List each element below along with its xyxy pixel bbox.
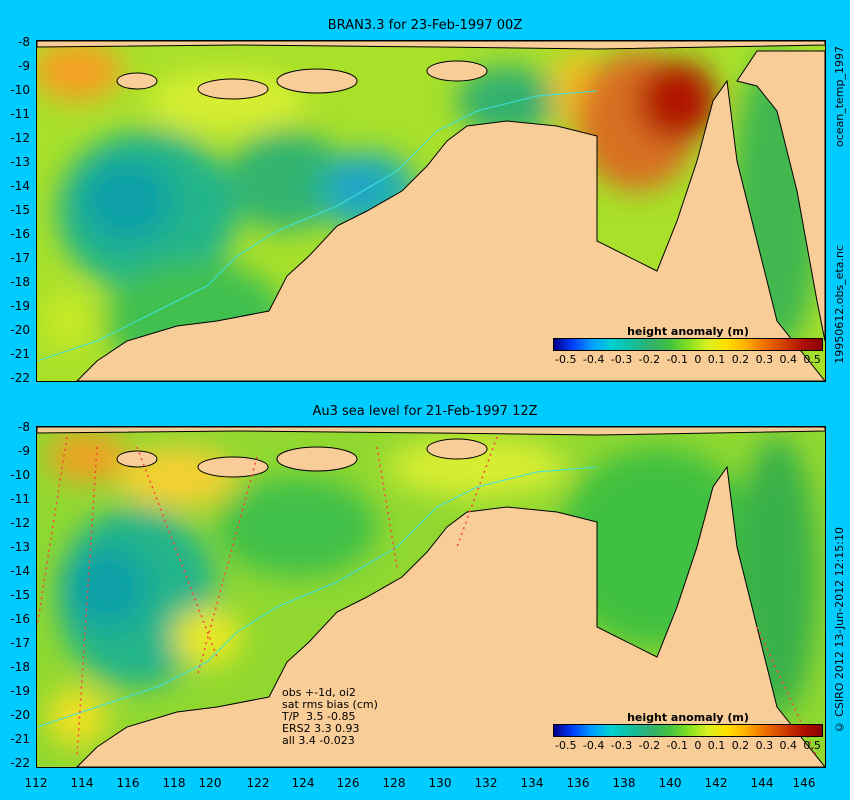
top-y-tick-label: -16 bbox=[10, 227, 30, 241]
bottom-map-panel bbox=[36, 426, 826, 768]
bottom-map-title: Au3 sea level for 21-Feb-1997 12Z bbox=[312, 404, 538, 419]
bottom-y-tick-label: -18 bbox=[10, 660, 30, 674]
legend-tick: -0.5 bbox=[555, 353, 577, 366]
top-colorbar-legend: height anomaly (m) -0.5 -0.4 -0.3 -0.2 -… bbox=[553, 325, 823, 366]
legend-tick: -0.2 bbox=[638, 353, 661, 366]
bottom-y-tick-label: -12 bbox=[10, 516, 30, 530]
legend-tick: 0 bbox=[694, 353, 702, 366]
bottom-colorbar-ticks: -0.5 -0.4 -0.3 -0.2 -0.1 0 0.1 0.2 0.3 0… bbox=[553, 739, 823, 752]
bottom-y-tick-label: -8 bbox=[18, 420, 30, 434]
legend-tick: -0.3 bbox=[610, 739, 633, 752]
bottom-y-tick-label: -16 bbox=[10, 612, 30, 626]
x-tick-label: 122 bbox=[246, 776, 270, 790]
observation-stats-note: obs +-1d, oi2 sat rms bias (cm) T/P 3.5 … bbox=[282, 686, 378, 747]
top-map-panel bbox=[36, 40, 826, 382]
top-y-tick-label: -15 bbox=[10, 203, 30, 217]
bottom-bathymetry-contour bbox=[37, 466, 598, 728]
top-y-tick-label: -10 bbox=[10, 83, 30, 97]
x-tick-label: 124 bbox=[291, 776, 315, 790]
legend-tick: -0.4 bbox=[582, 739, 605, 752]
top-side-label-file: 19950612.obs_eta.nc bbox=[833, 245, 846, 364]
legend-tick: 0.5 bbox=[803, 739, 821, 752]
top-y-tick-label: -17 bbox=[10, 251, 30, 265]
x-tick-label: 136 bbox=[566, 776, 590, 790]
top-colorbar-ticks: -0.5 -0.4 -0.3 -0.2 -0.1 0 0.1 0.2 0.3 0… bbox=[553, 353, 823, 366]
x-tick-label: 128 bbox=[382, 776, 406, 790]
bottom-sea-level-map bbox=[37, 427, 825, 767]
x-tick-label: 116 bbox=[116, 776, 140, 790]
bottom-y-tick-label: -20 bbox=[10, 708, 30, 722]
x-tick-label: 126 bbox=[336, 776, 360, 790]
x-tick-label: 132 bbox=[474, 776, 498, 790]
legend-tick: 0.4 bbox=[779, 739, 798, 752]
legend-tick: 0.2 bbox=[731, 739, 750, 752]
bottom-y-tick-label: -10 bbox=[10, 468, 30, 482]
bottom-colorbar bbox=[553, 724, 823, 737]
top-colorbar bbox=[553, 338, 823, 351]
legend-tick: 0.3 bbox=[755, 739, 774, 752]
bottom-y-tick-label: -22 bbox=[10, 756, 30, 770]
x-tick-label: 138 bbox=[612, 776, 636, 790]
x-tick-label: 142 bbox=[704, 776, 728, 790]
bottom-y-tick-label: -15 bbox=[10, 588, 30, 602]
top-y-tick-label: -18 bbox=[10, 275, 30, 289]
bottom-legend-title: height anomaly (m) bbox=[627, 711, 749, 724]
legend-tick: -0.1 bbox=[666, 353, 688, 366]
bottom-land-masses bbox=[37, 427, 825, 767]
bottom-y-tick-label: -19 bbox=[10, 684, 30, 698]
x-tick-label: 140 bbox=[658, 776, 682, 790]
legend-tick: 0.4 bbox=[779, 353, 798, 366]
top-y-tick-label: -21 bbox=[10, 347, 30, 361]
bottom-y-tick-label: -11 bbox=[10, 492, 30, 506]
top-y-tick-label: -9 bbox=[18, 59, 30, 73]
x-tick-label: 146 bbox=[792, 776, 816, 790]
x-tick-label: 118 bbox=[162, 776, 186, 790]
bottom-y-tick-label: -14 bbox=[10, 564, 30, 578]
legend-tick: 0 bbox=[694, 739, 702, 752]
bottom-y-tick-label: -9 bbox=[18, 444, 30, 458]
top-y-tick-label: -20 bbox=[10, 323, 30, 337]
bottom-y-tick-label: -17 bbox=[10, 636, 30, 650]
top-y-tick-label: -13 bbox=[10, 155, 30, 169]
x-tick-label: 112 bbox=[24, 776, 48, 790]
x-tick-label: 120 bbox=[198, 776, 222, 790]
legend-tick: 0.2 bbox=[731, 353, 750, 366]
top-side-label-run: ocean_temp_1997 bbox=[833, 46, 846, 148]
top-y-tick-label: -8 bbox=[18, 35, 30, 49]
legend-tick: -0.5 bbox=[555, 739, 577, 752]
top-y-tick-label: -19 bbox=[10, 299, 30, 313]
bottom-colorbar-legend: height anomaly (m) -0.5 -0.4 -0.3 -0.2 -… bbox=[553, 711, 823, 752]
x-tick-label: 144 bbox=[750, 776, 774, 790]
top-y-tick-label: -11 bbox=[10, 107, 30, 121]
top-y-tick-label: -14 bbox=[10, 179, 30, 193]
legend-tick: -0.2 bbox=[638, 739, 661, 752]
top-land-masses bbox=[37, 41, 825, 381]
legend-tick: -0.4 bbox=[582, 353, 605, 366]
top-y-tick-label: -22 bbox=[10, 371, 30, 385]
bottom-side-label-copyright: © CSIRO 2012 13-Jun-2012 12:15:10 bbox=[833, 527, 846, 734]
legend-tick: 0.1 bbox=[707, 739, 726, 752]
legend-tick: 0.5 bbox=[803, 353, 821, 366]
top-map-title: BRAN3.3 for 23-Feb-1997 00Z bbox=[327, 18, 523, 33]
top-legend-title: height anomaly (m) bbox=[627, 325, 749, 338]
legend-tick: 0.3 bbox=[755, 353, 774, 366]
legend-tick: -0.1 bbox=[666, 739, 688, 752]
bottom-y-tick-label: -13 bbox=[10, 540, 30, 554]
x-tick-label: 130 bbox=[428, 776, 452, 790]
satellite-tracks bbox=[37, 436, 818, 758]
x-tick-label: 114 bbox=[70, 776, 94, 790]
legend-tick: -0.3 bbox=[610, 353, 633, 366]
top-y-tick-label: -12 bbox=[10, 131, 30, 145]
top-sea-level-map bbox=[37, 41, 825, 381]
bottom-y-tick-label: -21 bbox=[10, 732, 30, 746]
top-bathymetry-contour bbox=[37, 90, 598, 362]
x-tick-label: 134 bbox=[520, 776, 544, 790]
legend-tick: 0.1 bbox=[707, 353, 726, 366]
